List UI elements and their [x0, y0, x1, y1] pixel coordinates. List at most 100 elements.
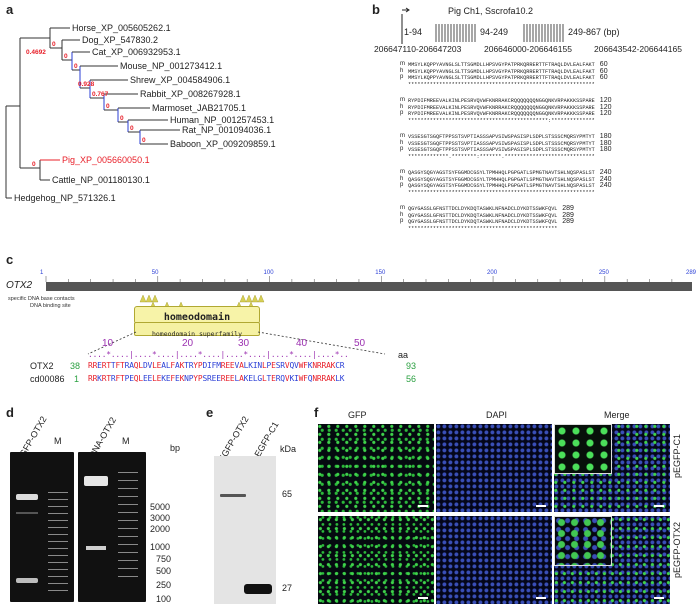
residue: E: [216, 374, 221, 383]
residue: A: [239, 361, 244, 370]
residue: E: [248, 374, 253, 383]
residue: L: [243, 361, 249, 370]
residue: L: [261, 361, 267, 370]
row-start: 38: [70, 361, 81, 371]
domain-ruler: OTX2 1 50 100 150 200 250 289 specific DNA bas…: [6, 270, 697, 310]
residue: V: [234, 361, 240, 370]
exon-segment-2: 94-249: [480, 27, 508, 37]
marker-label: 500: [156, 566, 172, 576]
sequence-end-number: 180: [599, 133, 612, 140]
residue: Q: [307, 374, 313, 383]
residue: E: [271, 374, 276, 383]
sequence-end-number: 60: [599, 67, 608, 75]
species-letter: p: [400, 110, 404, 117]
micro-gfp-otx2: [318, 516, 434, 604]
residue: A: [239, 374, 244, 383]
lane-label: M: [122, 436, 130, 446]
bootstrap-value: 0: [64, 53, 68, 60]
taxon-label: Baboon_XP_009209859.1: [170, 139, 276, 149]
domain-number-ticks: 10 20 30 40 50: [86, 338, 406, 350]
ruler-tick-label: 289: [686, 270, 697, 276]
residue: R: [220, 361, 226, 370]
residue: R: [110, 374, 116, 383]
dna-gel-right: [78, 452, 146, 602]
bootstrap-value: 0: [130, 125, 134, 132]
species-letter: h: [400, 139, 404, 146]
micro-dapi-otx2: [436, 516, 552, 604]
residue: Q: [280, 374, 285, 383]
residue: E: [225, 374, 230, 383]
sequence-text: MMSYLKQPPYAVNGLSLTTSGMDLLHPSVGYPATPRKQRR…: [408, 75, 595, 82]
species-letter: m: [400, 61, 405, 67]
residue: E: [156, 361, 162, 370]
residue: R: [339, 361, 345, 370]
residue: T: [110, 361, 116, 370]
lane-label: M: [54, 436, 62, 446]
bootstrap-value: 0.767: [92, 91, 109, 98]
panel-label-b: b: [372, 2, 380, 17]
residue: A: [129, 361, 134, 370]
sequence-text: QGYGASSLGFNSTTDCLDYKDQTASWKLNFNADCLDYKDT…: [408, 206, 558, 212]
species-letter: h: [400, 211, 404, 218]
bootstrap-value: 0: [52, 41, 56, 48]
residue: E: [211, 374, 217, 383]
residue: R: [220, 374, 226, 383]
marker-label: 250: [156, 580, 172, 590]
scale-bar: [654, 597, 664, 599]
micro-row-label: pEGFP-OTX2: [672, 521, 682, 578]
residue: P: [124, 374, 130, 383]
residue: V: [284, 361, 290, 370]
residue: V: [294, 361, 299, 370]
panel-label-e: e: [206, 405, 214, 420]
panel-label-c: c: [6, 252, 14, 267]
sequence-end-number: 180: [599, 146, 612, 154]
marker-label: 5000: [150, 502, 171, 512]
scale-bar: [654, 505, 664, 507]
sequence-text: *************.********:*******.*********…: [408, 153, 595, 160]
bootstrap-value: 0.928: [78, 81, 95, 88]
residue: K: [243, 374, 249, 383]
residue: Y: [193, 374, 198, 383]
bootstrap-values: 0.4692 0 0 0 0.928 0.767 0 0 0 0 0: [26, 41, 146, 168]
residue: R: [92, 374, 98, 383]
bootstrap-value: 0.4692: [26, 49, 46, 56]
micro-col-label: DAPI: [486, 410, 508, 420]
ruler-ticks: 1 50 100 150 200 250 289: [40, 270, 697, 282]
residue: E: [271, 361, 276, 370]
aa-label: aa: [398, 350, 409, 360]
residue: K: [330, 374, 336, 383]
gene-name: OTX2: [6, 280, 33, 291]
sequence-text: QGYGASSLGFNSTTDCLDYKDQTASWKLNFNADCLDYKDT…: [408, 219, 558, 226]
domain-name: homeodomain: [163, 312, 231, 323]
zoom-lines: [87, 331, 386, 355]
panel-label-d: d: [6, 405, 14, 420]
row-start: 1: [74, 374, 80, 384]
sequence-text: QASGYSQGYAGSTSYFGGMDCGSYLTPMHHQLPGPGATLS…: [408, 176, 595, 183]
panel-label-a: a: [6, 2, 14, 17]
sequence-end-number: 60: [599, 61, 608, 68]
residue: K: [248, 361, 253, 370]
residue: L: [138, 361, 143, 370]
residue: E: [129, 374, 134, 383]
track-label: specific DNA base contacts: [8, 296, 75, 302]
residue: L: [152, 374, 157, 383]
taxon-label: Dog_XP_547830.2: [82, 35, 158, 45]
residue: E: [147, 374, 153, 383]
residue: F: [115, 361, 121, 370]
residue: M: [216, 361, 221, 370]
num-tick: 50: [354, 338, 366, 349]
residue: F: [303, 374, 308, 383]
sequence-text: RYPDIFMREEVALKINLPESRVQVWFKNRRAKCRQQQQQQ…: [408, 111, 595, 118]
sequence-end-number: 120: [599, 97, 612, 104]
gel-band: [84, 476, 108, 486]
row-seq: RRERTTFTRAQLDVLEALFAKTRYPDIFMREEVALKINLP…: [88, 361, 345, 370]
residue: K: [289, 374, 295, 383]
species-letter: m: [400, 133, 405, 139]
residue: E: [225, 361, 230, 370]
residue: L: [165, 361, 171, 370]
residue: T: [120, 374, 125, 383]
residue: E: [156, 374, 162, 383]
residue: R: [88, 361, 93, 370]
residue: C: [335, 361, 340, 370]
taxon-label: Rat_NP_001094036.1: [182, 125, 271, 135]
